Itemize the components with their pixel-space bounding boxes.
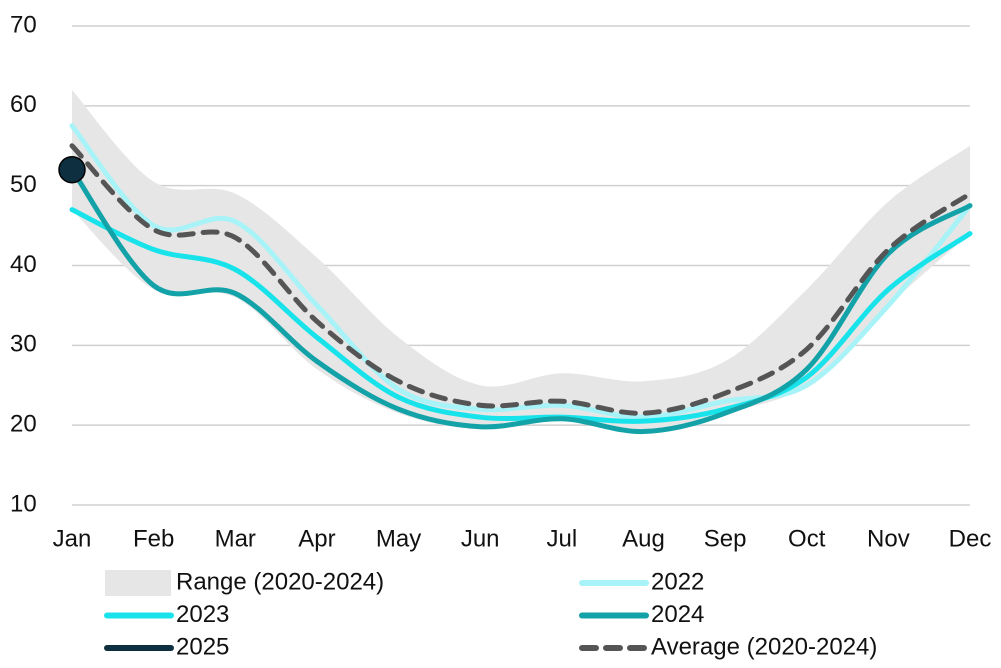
x-tick-label: Mar [215,525,256,552]
legend-label: Range (2020-2024) [176,568,384,595]
series-line [69,143,973,416]
x-tick-label: Oct [788,525,826,552]
series-line [69,167,973,435]
x-tick-label: Nov [867,525,910,552]
x-tick-label: Apr [298,525,335,552]
x-tick-label: Dec [949,525,992,552]
y-tick-label: 20 [10,411,37,438]
legend-label: 2022 [651,568,704,595]
x-tick-label: Sep [704,525,747,552]
x-tick-label: Jun [461,525,500,552]
series-line [69,207,973,424]
legend-label: 2023 [176,601,229,628]
legend-label: 2024 [651,601,704,628]
y-tick-label: 30 [10,331,37,358]
x-tick-label: Feb [133,525,174,552]
x-tick-label: May [376,525,421,552]
x-tick-label: Jan [53,525,92,552]
y-tick-label: 50 [10,171,37,198]
legend-swatch [105,570,171,596]
x-tick-label: Aug [622,525,665,552]
y-tick-label: 10 [10,490,37,517]
point-marker [58,155,86,184]
legend-label: Average (2020-2024) [651,633,877,660]
y-tick-label: 70 [10,11,37,38]
legend-label: 2025 [176,633,229,660]
x-tick-label: Jul [546,525,577,552]
series-line [69,123,973,420]
y-tick-label: 40 [10,251,37,278]
y-tick-label: 60 [10,91,37,118]
